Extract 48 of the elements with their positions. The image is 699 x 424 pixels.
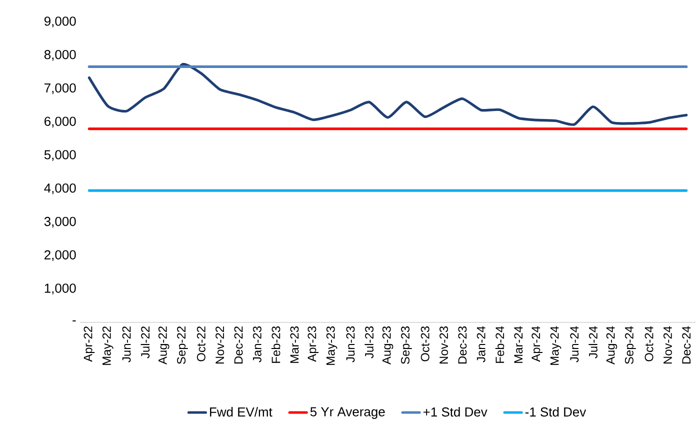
- x-tick-label: Dec-22: [234, 326, 243, 364]
- x-tick-label: Apr-23: [308, 326, 319, 362]
- x-tick-label: May-22: [102, 326, 114, 365]
- y-tick-label: 2,000: [44, 250, 76, 261]
- x-tick-label: May-24: [550, 326, 562, 365]
- y-tick-label: 5,000: [44, 150, 76, 161]
- x-tick-label: Mar-24: [514, 326, 523, 363]
- legend-label: -1 Std Dev: [525, 406, 586, 416]
- y-tick-label: 7,000: [44, 83, 76, 94]
- legend-label: Fwd EV/mt: [210, 406, 272, 416]
- x-tick-label: Oct-22: [196, 326, 206, 362]
- y-tick-label: 1,000: [44, 284, 76, 294]
- y-tick-label: 8,000: [44, 50, 76, 61]
- x-tick-label: Sep-23: [401, 326, 412, 364]
- x-tick-label: Aug-22: [158, 326, 170, 364]
- x-tick-label: Nov-24: [663, 326, 672, 364]
- x-tick-label: Aug-24: [606, 326, 618, 364]
- x-tick-label: Jan-23: [252, 326, 262, 362]
- x-tick-label: Dec-24: [682, 326, 691, 364]
- x-tick-label: Mar-23: [290, 326, 299, 363]
- x-tick-label: Jul-23: [364, 326, 374, 358]
- x-tick-label: Nov-22: [216, 326, 224, 364]
- x-tick-label: May-23: [326, 326, 338, 365]
- x-tick-label: Jun-22: [122, 326, 131, 362]
- x-tick-label: Sep-22: [177, 326, 188, 364]
- x-tick-label: Jan-24: [476, 326, 486, 362]
- x-tick-label: Aug-23: [382, 326, 394, 364]
- y-tick-label: 3,000: [44, 216, 76, 228]
- x-tick-label: Oct-24: [644, 326, 654, 362]
- legend-label: 5 Yr Average: [310, 407, 385, 419]
- x-tick-label: Feb-24: [495, 326, 504, 363]
- x-tick-label: Dec-23: [458, 326, 467, 364]
- x-tick-label: Jun-24: [570, 326, 579, 362]
- x-tick-label: Apr-22: [84, 326, 95, 362]
- y-tick-label: 9,000: [44, 16, 76, 28]
- x-tick-label: Oct-23: [420, 326, 430, 362]
- x-tick-label: Jul-22: [140, 326, 150, 358]
- line-series: [88, 62, 688, 126]
- x-tick-label: Feb-23: [271, 326, 280, 363]
- legend-label: +1 Std Dev: [423, 406, 488, 416]
- x-tick-label: Jun-23: [346, 326, 355, 362]
- y-tick-label: 4,000: [44, 183, 76, 194]
- x-tick-label: Apr-24: [532, 326, 542, 362]
- x-tick-label: Sep-24: [624, 326, 636, 364]
- x-tick-label: Nov-23: [440, 326, 448, 364]
- y-tick-label: -: [72, 320, 76, 322]
- x-tick-label: Jul-24: [588, 326, 598, 358]
- y-tick-label: 6,000: [44, 116, 76, 128]
